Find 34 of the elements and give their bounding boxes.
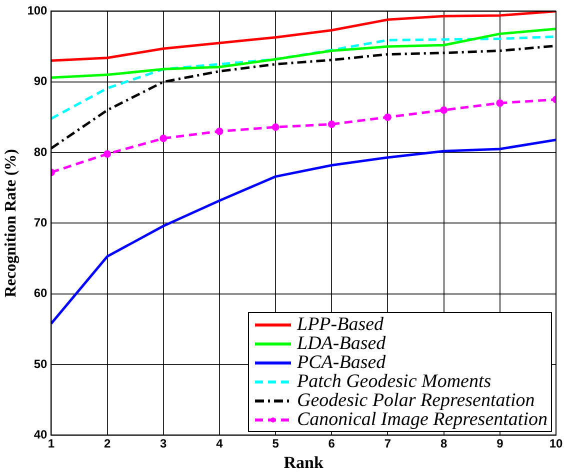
point	[496, 99, 504, 107]
x-tick-label: 9	[496, 436, 504, 451]
x-tick-label: 1	[48, 436, 55, 451]
y-tick-label: 70	[34, 216, 48, 230]
y-tick-label: 90	[34, 74, 48, 88]
x-tick-label: 10	[549, 436, 563, 451]
legend-label: LDA-Based	[297, 333, 386, 354]
x-tick-label: 2	[104, 436, 111, 451]
point	[384, 113, 392, 121]
x-tick-label: 3	[160, 436, 168, 451]
x-tick-label: 7	[384, 436, 392, 451]
y-tick-label: 40	[34, 428, 48, 442]
y-tick-label: 100	[27, 4, 48, 18]
legend-label: Patch Geodesic Moments	[297, 371, 492, 392]
y-tick-label: 60	[34, 286, 48, 300]
legend-label: PCA-Based	[297, 352, 386, 374]
point	[440, 106, 448, 114]
x-axis-title: Rank	[284, 453, 324, 472]
point	[216, 128, 224, 136]
point	[328, 120, 336, 128]
line-series	[51, 35, 556, 120]
x-tick-label: 8	[440, 436, 448, 451]
y-axis-title: Recognition Rate (%)	[2, 148, 20, 298]
point	[104, 150, 112, 158]
x-tick-label: 6	[328, 436, 336, 451]
legend-label: LPP-Based	[297, 314, 384, 336]
y-tick-label: 50	[34, 356, 48, 371]
point	[160, 134, 168, 142]
legend-label: Geodesic Polar Representation	[297, 390, 535, 412]
legend-label: Canonical Image Representation	[297, 409, 548, 430]
x-tick-label: 4	[216, 436, 224, 451]
y-tick-label: 80	[34, 144, 48, 159]
x-tick-label: 5	[272, 436, 280, 451]
point	[272, 123, 280, 131]
